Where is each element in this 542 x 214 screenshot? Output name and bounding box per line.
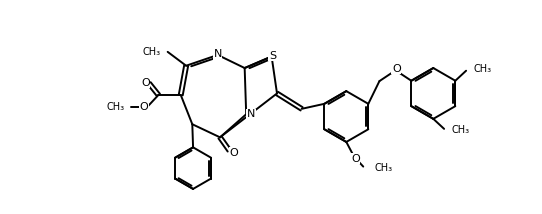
Text: O: O — [351, 154, 360, 164]
Text: O: O — [139, 102, 148, 112]
Text: O: O — [392, 64, 401, 74]
Text: N: N — [247, 109, 255, 119]
Text: CH₃: CH₃ — [374, 163, 392, 173]
Text: CH₃: CH₃ — [143, 47, 161, 57]
Text: CH₃: CH₃ — [106, 102, 125, 112]
Text: N: N — [214, 49, 222, 59]
Text: CH₃: CH₃ — [451, 125, 469, 135]
Text: O: O — [229, 148, 238, 158]
Text: O: O — [141, 78, 150, 88]
Text: CH₃: CH₃ — [473, 64, 491, 74]
Text: S: S — [269, 51, 276, 61]
